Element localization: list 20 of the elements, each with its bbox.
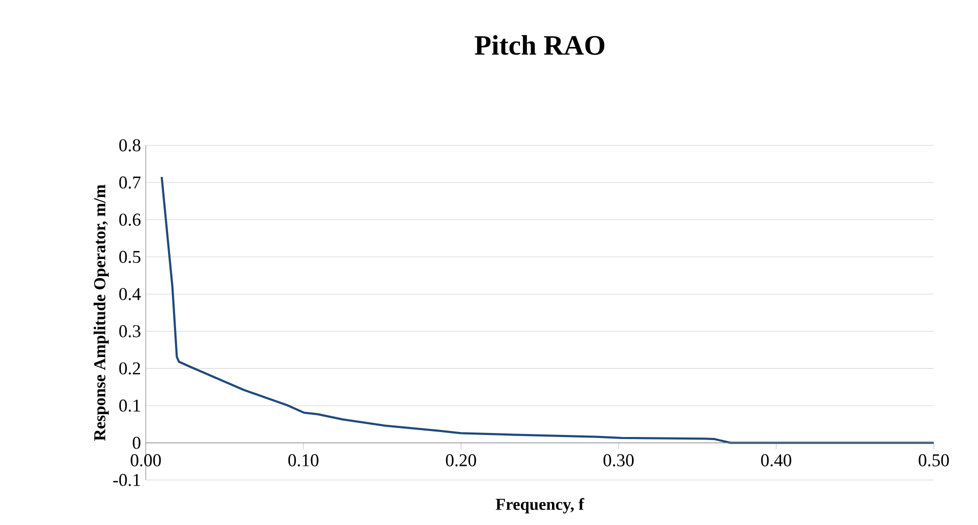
x-tick-label: 0.50 (918, 454, 949, 466)
x-tick-label: 0.00 (130, 454, 161, 466)
y-tick-label: 0 (132, 436, 140, 449)
y-tick-label: 0.3 (119, 325, 140, 338)
y-tick-label: -0.1 (113, 474, 140, 486)
y-tick-label: 0.2 (119, 362, 140, 375)
line-series (160, 176, 935, 444)
x-tick-label: 0.10 (288, 454, 318, 466)
x-tick-label: 0.20 (446, 454, 476, 466)
y-axis-title: Response Amplitude Operator, m/m (94, 184, 109, 441)
chart-title: Pitch RAO (474, 35, 604, 55)
x-tick-label: 0.30 (604, 454, 634, 466)
y-tick-label: 0.8 (119, 139, 140, 152)
y-tick-label: 0.5 (119, 250, 140, 264)
y-tick-label: 0.7 (119, 176, 141, 189)
y-tick-label: 0.6 (119, 214, 141, 226)
y-tick-label: 0.4 (119, 288, 141, 300)
y-tick-label: 0.1 (119, 400, 140, 412)
x-tick-label: 0.40 (761, 454, 792, 466)
x-axis-title: Frequency, f (496, 498, 584, 514)
